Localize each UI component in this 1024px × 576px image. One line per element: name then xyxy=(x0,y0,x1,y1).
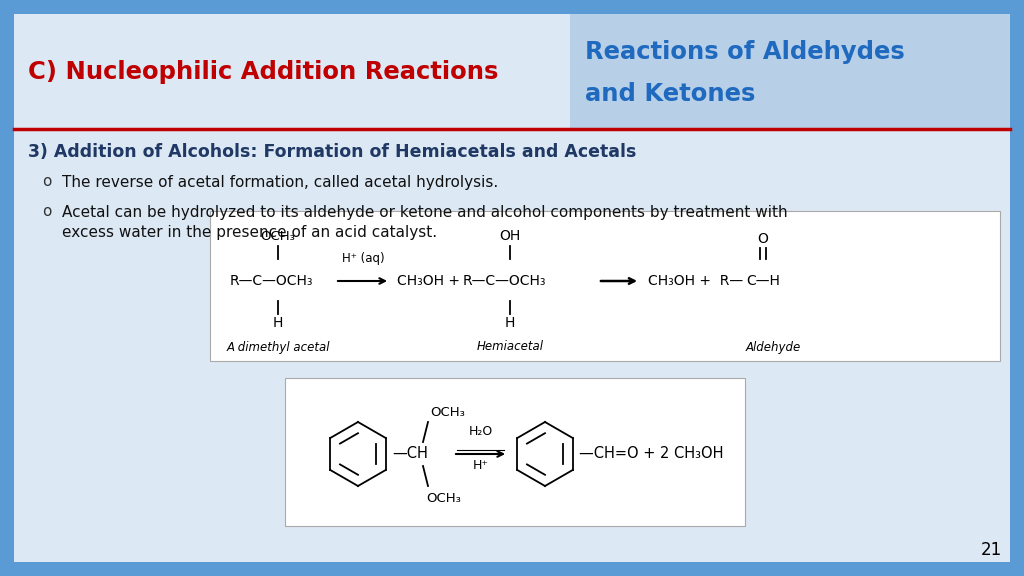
Text: H⁺ (aq): H⁺ (aq) xyxy=(342,252,384,265)
Text: o: o xyxy=(42,175,51,190)
Bar xyxy=(210,211,1000,361)
Text: Acetal can be hydrolyzed to its aldehyde or ketone and alcohol components by tre: Acetal can be hydrolyzed to its aldehyde… xyxy=(62,204,787,219)
Text: H⁺: H⁺ xyxy=(472,459,488,472)
Text: Hemiacetal: Hemiacetal xyxy=(476,340,544,354)
Text: O: O xyxy=(758,232,768,246)
Text: OCH₃: OCH₃ xyxy=(430,406,465,419)
Text: Aldehyde: Aldehyde xyxy=(745,340,801,354)
Text: excess water in the presence of an acid catalyst.: excess water in the presence of an acid … xyxy=(62,225,437,240)
Text: H: H xyxy=(505,316,515,330)
Bar xyxy=(570,14,1010,129)
Text: Reactions of Aldehydes: Reactions of Aldehydes xyxy=(585,40,905,64)
Text: H: H xyxy=(272,316,284,330)
Text: o: o xyxy=(42,204,51,219)
Text: OCH₃: OCH₃ xyxy=(426,491,461,505)
Text: R—C—OCH₃: R—C—OCH₃ xyxy=(230,274,313,288)
Text: OH: OH xyxy=(500,229,520,243)
Text: R—C—OCH₃: R—C—OCH₃ xyxy=(463,274,547,288)
Text: 3) Addition of Alcohols: Formation of Hemiacetals and Acetals: 3) Addition of Alcohols: Formation of He… xyxy=(28,143,636,161)
Text: H₂O: H₂O xyxy=(468,425,493,438)
Text: The reverse of acetal formation, called acetal hydrolysis.: The reverse of acetal formation, called … xyxy=(62,175,499,190)
Text: —CH=O + 2 CH₃OH: —CH=O + 2 CH₃OH xyxy=(579,446,724,461)
Text: C) Nucleophilic Addition Reactions: C) Nucleophilic Addition Reactions xyxy=(28,60,499,84)
Text: A dimethyl acetal: A dimethyl acetal xyxy=(226,340,330,354)
Text: CH₃OH +  R—: CH₃OH + R— xyxy=(648,274,743,288)
Text: C—H: C—H xyxy=(746,274,780,288)
Text: OCH₃: OCH₃ xyxy=(260,229,296,242)
Bar xyxy=(285,378,745,526)
Text: and Ketones: and Ketones xyxy=(585,82,756,106)
Text: CH₃OH +: CH₃OH + xyxy=(397,274,460,288)
Text: 21: 21 xyxy=(981,541,1002,559)
Text: —CH: —CH xyxy=(392,446,428,461)
